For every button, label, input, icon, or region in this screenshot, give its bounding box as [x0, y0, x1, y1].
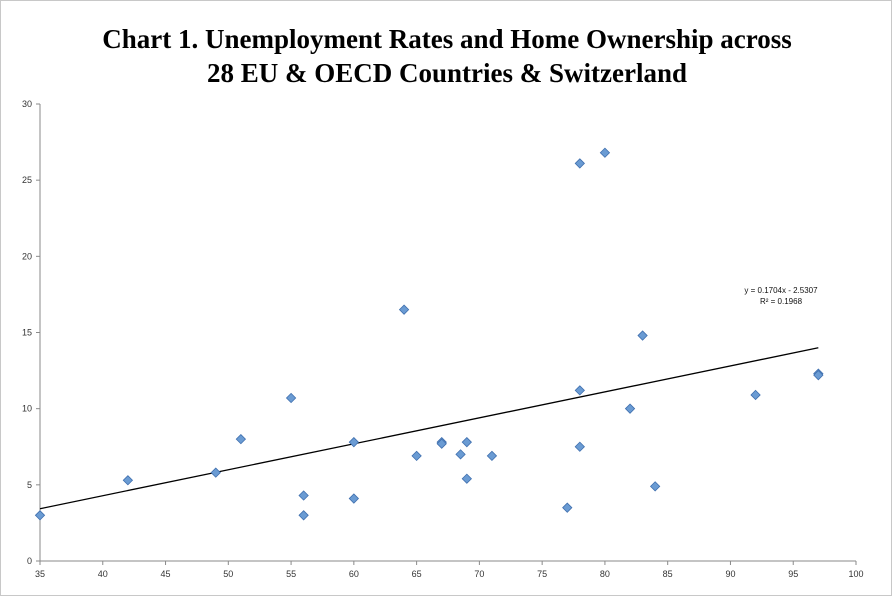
data-point: [574, 158, 585, 169]
y-tick-label: 5: [27, 480, 32, 490]
x-tick-label: 85: [663, 569, 673, 579]
data-point: [813, 369, 824, 381]
chart-title-line-2: 28 EU & OECD Countries & Switzerland: [207, 58, 687, 88]
y-tick-label: 30: [22, 99, 32, 109]
chart-title-line-1: Chart 1. Unemployment Rates and Home Own…: [102, 24, 792, 54]
data-point: [486, 450, 498, 462]
y-tick-label: 25: [22, 175, 32, 185]
data-point: [411, 450, 422, 462]
data-point: [624, 403, 636, 414]
x-tick-label: 65: [412, 569, 422, 579]
x-tick-label: 80: [600, 569, 610, 579]
data-point: [348, 493, 360, 504]
x-tick-label: 90: [725, 569, 735, 579]
x-tick-label: 100: [848, 569, 863, 579]
data-point: [122, 475, 134, 486]
x-tick-label: 50: [223, 569, 233, 579]
data-point: [574, 385, 585, 396]
y-tick-label: 0: [27, 556, 32, 566]
data-point: [298, 490, 309, 501]
x-tick-label: 95: [788, 569, 798, 579]
trendline-labels: y = 0.1704x - 2.5307 R² = 0.1968: [744, 286, 818, 306]
data-point: [649, 481, 661, 492]
x-tick-label: 55: [286, 569, 296, 579]
data-points-layer: [34, 147, 824, 521]
data-point: [461, 437, 472, 448]
data-point: [750, 389, 761, 401]
trendline-layer: [39, 347, 819, 510]
x-tick-label: 75: [537, 569, 547, 579]
data-point: [34, 510, 46, 521]
x-tick-label: 60: [349, 569, 359, 579]
trendline: [39, 347, 819, 510]
data-point: [235, 433, 247, 445]
data-point: [298, 510, 309, 521]
data-point: [461, 473, 472, 484]
x-tick-label: 70: [474, 569, 484, 579]
data-point: [562, 502, 573, 513]
data-point: [455, 449, 466, 460]
y-tick-label: 20: [22, 251, 32, 261]
axes: 35 40 45 50 55 60 65 70 75 80 85 90 95 100 0 5 10 15 20 25 3…: [22, 99, 864, 579]
data-point: [285, 392, 297, 404]
data-point: [599, 147, 611, 158]
x-tick-label: 40: [98, 569, 108, 579]
data-point: [637, 330, 648, 341]
x-tick-label: 35: [35, 569, 45, 579]
y-tick-label: 10: [22, 404, 32, 414]
data-point: [210, 467, 221, 478]
data-point: [348, 437, 360, 448]
data-point: [436, 438, 447, 449]
x-tick-label: 45: [161, 569, 171, 579]
data-point: [574, 441, 585, 452]
data-point: [398, 304, 410, 315]
trendline-r2-label: R² = 0.1968: [760, 297, 803, 306]
y-tick-label: 15: [22, 328, 32, 338]
trendline-equation-label: y = 0.1704x - 2.5307: [744, 286, 818, 295]
